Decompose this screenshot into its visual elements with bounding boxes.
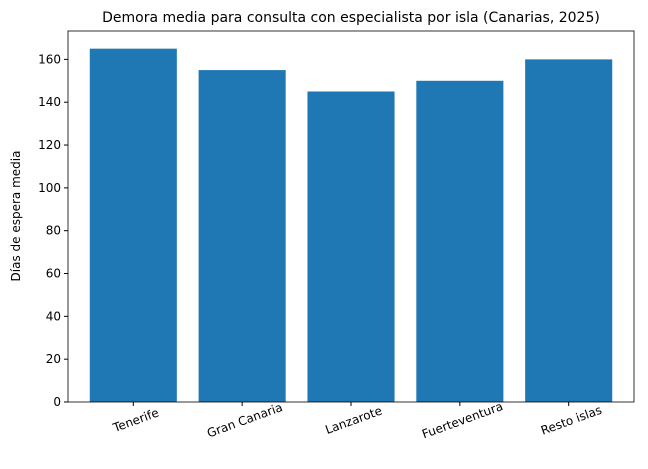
bar bbox=[416, 80, 504, 403]
y-tick-label: 80 bbox=[46, 224, 61, 238]
x-tick-label: Resto islas bbox=[539, 403, 604, 438]
x-tick-label: Gran Canaria bbox=[205, 400, 284, 440]
y-tick-label: 140 bbox=[38, 95, 61, 109]
x-tick-label: Fuerteventura bbox=[420, 399, 505, 441]
y-tick-label: 100 bbox=[38, 181, 61, 195]
chart-title: Demora media para consulta con especiali… bbox=[102, 10, 600, 26]
x-tick-label: Lanzarote bbox=[323, 404, 384, 437]
y-tick-label: 20 bbox=[46, 352, 61, 366]
plot-frame bbox=[67, 30, 635, 403]
bar bbox=[525, 59, 613, 402]
bar bbox=[307, 91, 395, 403]
bar bbox=[89, 48, 177, 403]
bar bbox=[198, 70, 286, 402]
y-tick-label: 60 bbox=[46, 267, 61, 281]
y-tick-label: 120 bbox=[38, 138, 61, 152]
y-axis-label: Días de espera media bbox=[9, 151, 23, 282]
x-tick-label: Tenerife bbox=[110, 406, 160, 436]
y-tick-label: 40 bbox=[46, 309, 61, 323]
y-tick-label: 160 bbox=[38, 52, 61, 66]
y-tick-label: 0 bbox=[53, 395, 61, 409]
